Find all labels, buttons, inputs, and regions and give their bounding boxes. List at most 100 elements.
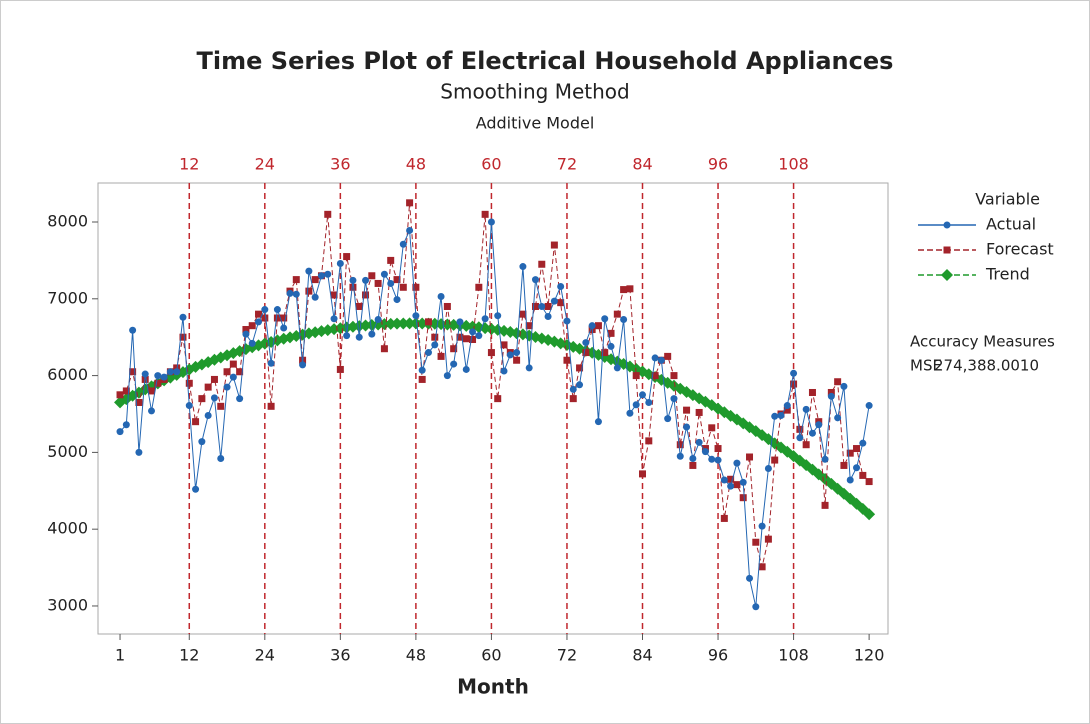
point <box>746 574 754 582</box>
point <box>739 494 747 502</box>
point <box>450 360 458 368</box>
point <box>399 240 407 248</box>
point <box>192 418 200 426</box>
legend-marker <box>943 221 951 229</box>
point <box>569 385 577 393</box>
point <box>412 312 420 320</box>
reference-label: 36 <box>330 155 350 174</box>
point <box>657 356 665 364</box>
point <box>456 333 464 341</box>
legend-label: Forecast <box>986 240 1054 259</box>
point <box>122 387 130 395</box>
point <box>701 448 709 456</box>
point <box>292 290 300 298</box>
point <box>330 291 338 299</box>
point <box>261 314 269 322</box>
point <box>563 317 571 325</box>
point <box>374 279 382 287</box>
point <box>846 449 854 457</box>
point <box>286 289 294 297</box>
point <box>494 395 502 403</box>
point <box>802 441 810 449</box>
point <box>299 361 307 369</box>
point <box>645 398 653 406</box>
point <box>632 401 640 409</box>
point <box>821 501 829 509</box>
point <box>582 349 590 357</box>
point <box>362 276 370 284</box>
point <box>255 310 263 318</box>
reference-label: 108 <box>778 155 809 174</box>
series-line <box>119 221 870 607</box>
point <box>229 373 237 381</box>
reference-label: 24 <box>255 155 275 174</box>
point <box>116 391 124 399</box>
point <box>771 412 779 420</box>
point <box>481 315 489 323</box>
point <box>739 478 747 486</box>
point <box>827 392 835 400</box>
point <box>582 339 590 347</box>
point <box>720 476 728 484</box>
point <box>758 522 766 530</box>
point <box>443 302 451 310</box>
point <box>859 471 867 479</box>
point <box>129 368 137 376</box>
point <box>393 296 401 304</box>
point <box>330 315 338 323</box>
point <box>173 368 181 376</box>
point <box>185 379 193 387</box>
point <box>550 241 558 249</box>
point <box>632 372 640 380</box>
point <box>758 563 766 571</box>
point <box>336 259 344 267</box>
point <box>431 341 439 349</box>
y-tick-label: 7000 <box>47 288 88 307</box>
point <box>764 535 772 543</box>
point <box>185 402 193 410</box>
point <box>280 324 288 332</box>
point <box>538 260 546 268</box>
reference-label: 96 <box>708 155 728 174</box>
point <box>387 256 395 264</box>
point <box>403 317 416 330</box>
point <box>154 372 162 380</box>
point <box>588 322 596 330</box>
point <box>267 402 275 410</box>
series-actual <box>116 218 873 611</box>
legend-marker <box>943 246 951 254</box>
point <box>141 370 149 378</box>
reference-label: 48 <box>406 155 426 174</box>
point <box>550 297 558 305</box>
point <box>255 318 263 326</box>
point <box>563 356 571 364</box>
point <box>613 364 621 372</box>
point <box>267 359 275 367</box>
point <box>148 407 156 415</box>
point <box>166 368 174 376</box>
point <box>626 409 634 417</box>
point <box>645 437 653 445</box>
point <box>431 333 439 341</box>
point <box>853 445 861 453</box>
x-tick-label: 84 <box>632 646 652 665</box>
point <box>594 418 602 426</box>
point <box>802 405 810 413</box>
point <box>827 388 835 396</box>
point <box>204 412 212 420</box>
reference-label: 84 <box>632 155 652 174</box>
point <box>210 375 218 383</box>
point <box>305 267 313 275</box>
point <box>343 332 351 340</box>
point <box>494 312 502 320</box>
point <box>236 395 244 403</box>
point <box>513 349 521 357</box>
point <box>689 461 697 469</box>
point <box>670 372 678 380</box>
chart-subsubtitle: Additive Model <box>476 114 595 133</box>
reference-label: 60 <box>481 155 501 174</box>
point <box>380 270 388 278</box>
x-tick-label: 36 <box>330 646 350 665</box>
point <box>664 352 672 360</box>
point <box>223 368 231 376</box>
